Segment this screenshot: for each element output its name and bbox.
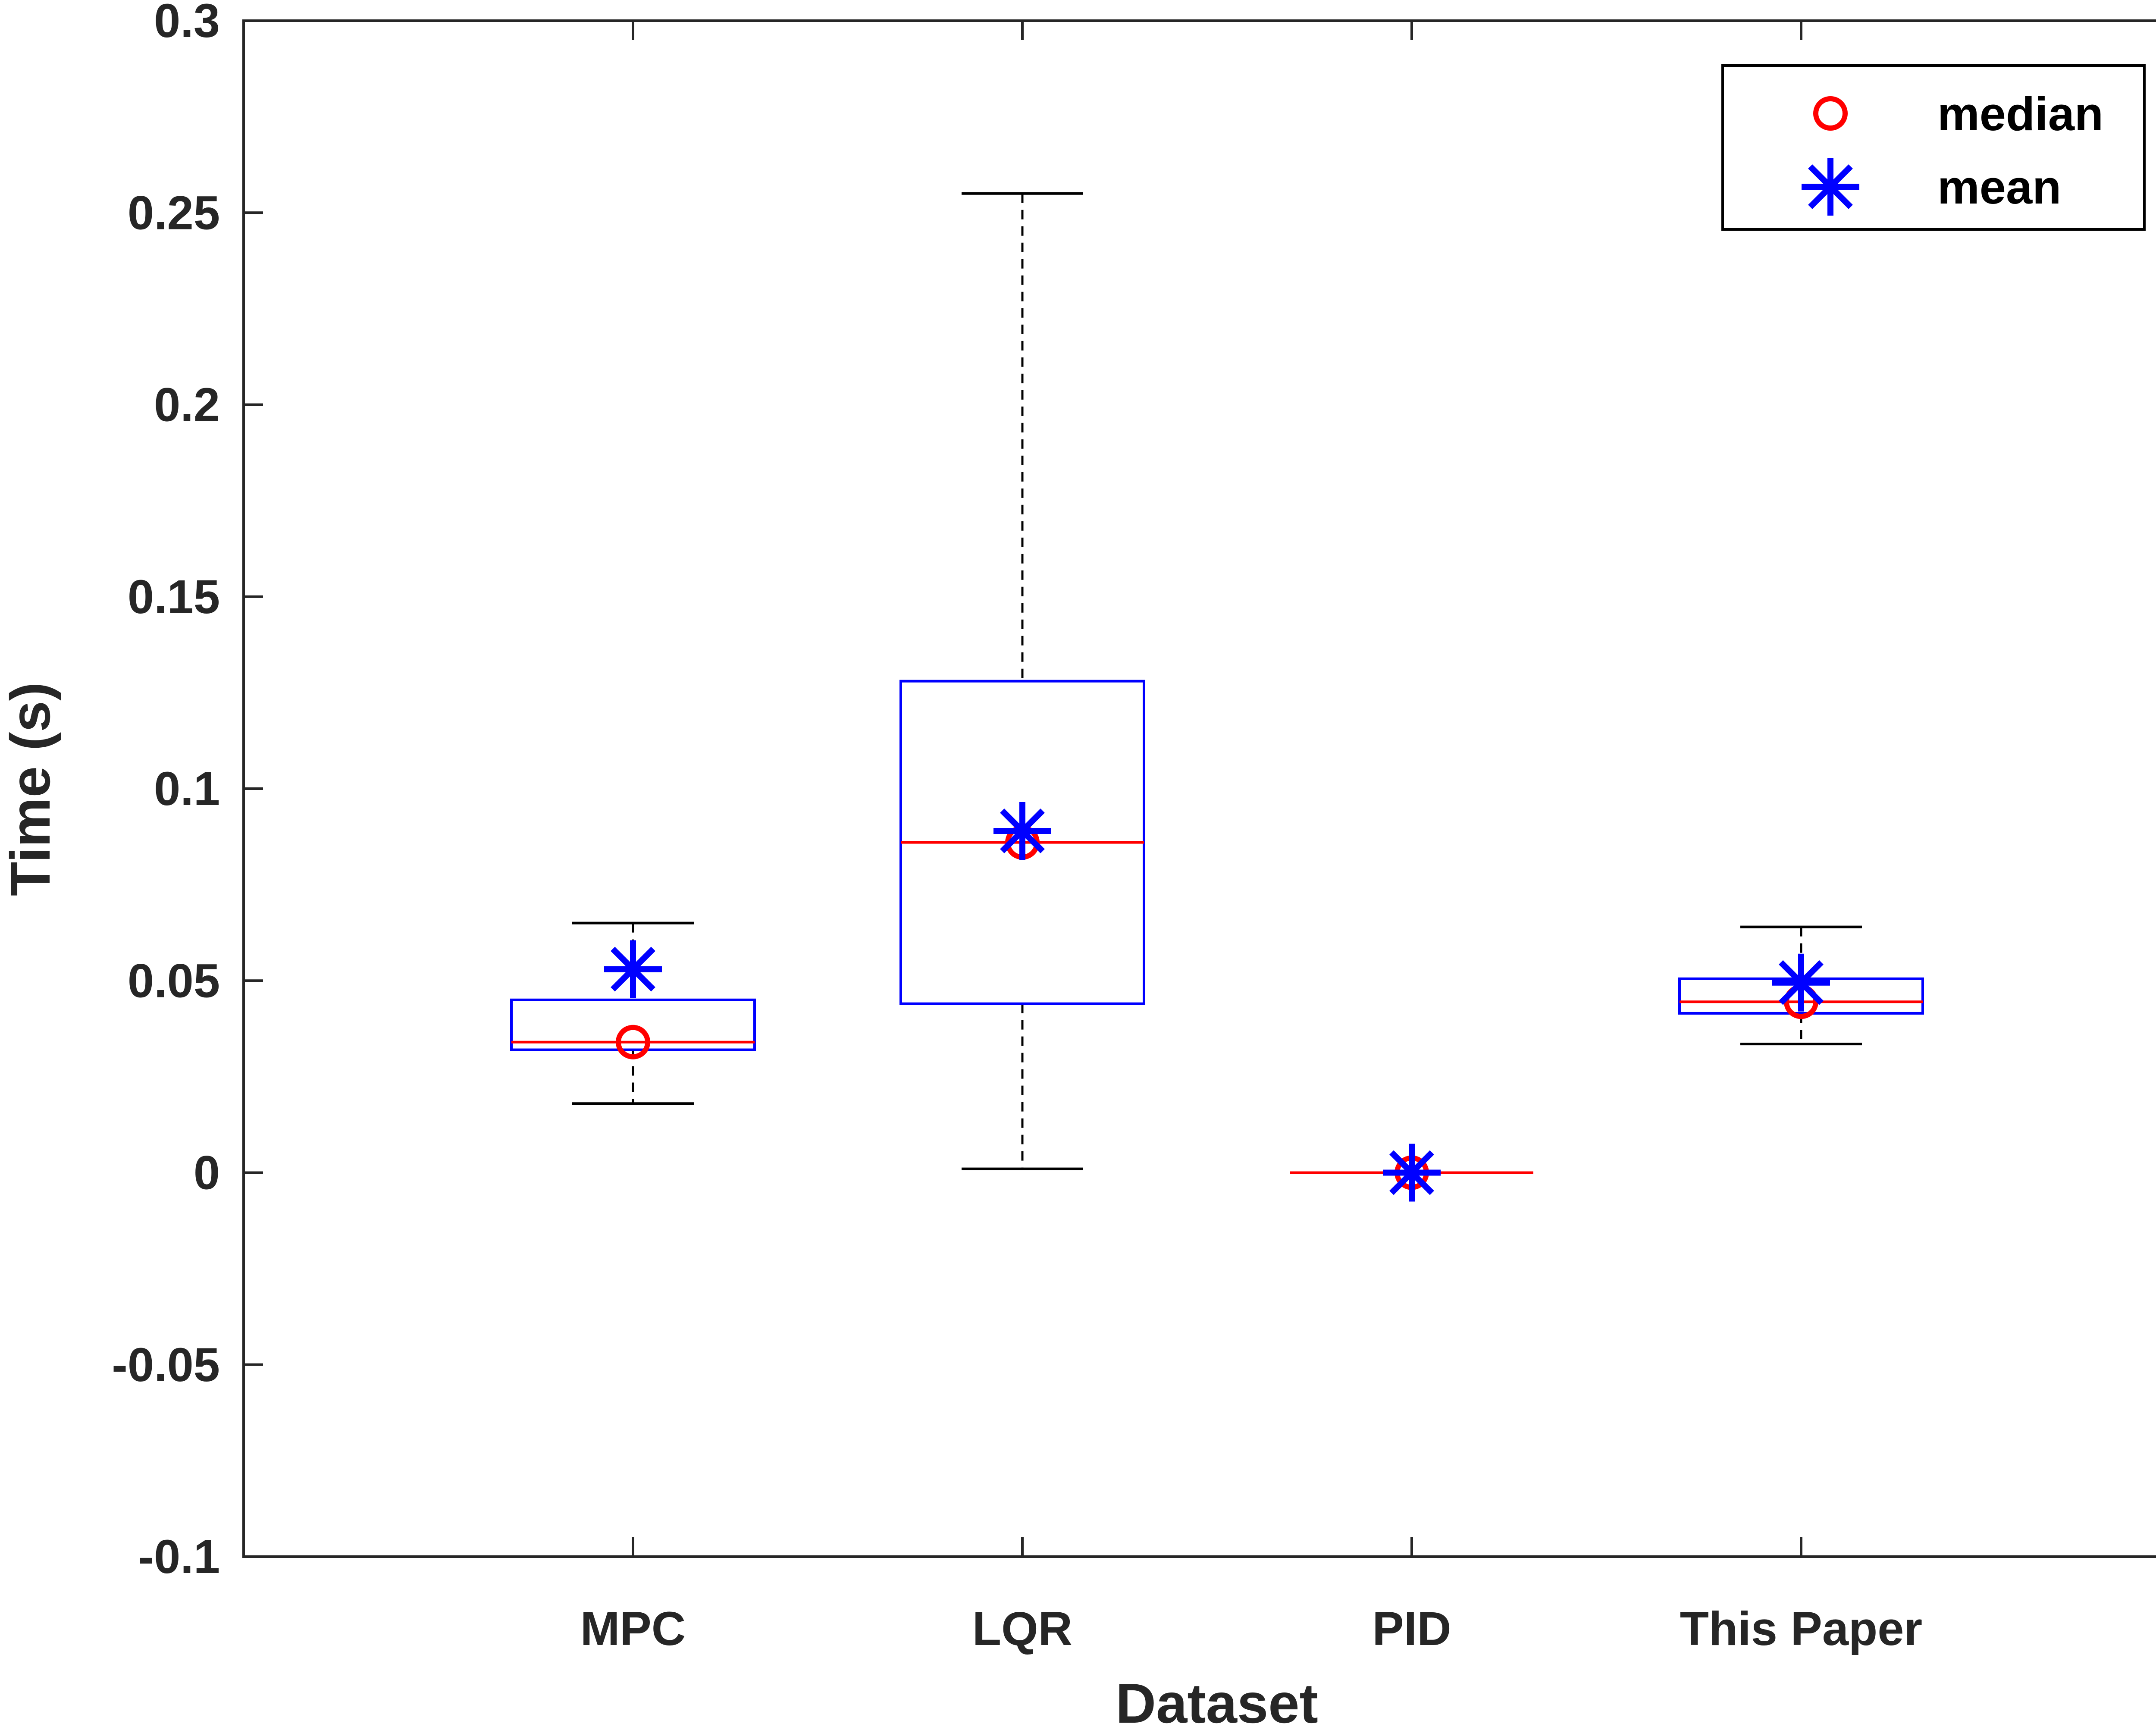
y-axis-ticks: -0.1 -0.05 0 0.05 0.1 0.15 0.2 0.25 0.3 bbox=[112, 0, 263, 1583]
x-tick-label: MPC bbox=[580, 1602, 686, 1655]
mean-marker-stroke bbox=[611, 946, 655, 992]
mean-marker bbox=[1383, 1144, 1441, 1202]
x-tick-label: LQR bbox=[972, 1602, 1072, 1655]
y-tick-label: 0.05 bbox=[128, 954, 220, 1007]
plot-frame bbox=[242, 19, 2156, 1558]
iqr-box bbox=[510, 998, 756, 1051]
mean-marker-stroke bbox=[1779, 960, 1824, 1005]
y-tick-label: -0.1 bbox=[138, 1530, 220, 1583]
plot-background bbox=[244, 21, 2156, 1557]
y-tick-label: 0 bbox=[194, 1147, 220, 1200]
box-group-pid bbox=[1290, 1144, 1533, 1202]
box-series bbox=[510, 192, 1924, 1202]
legend-median-marker bbox=[1813, 96, 1848, 131]
legend-mean-marker bbox=[1802, 158, 1859, 216]
y-tick-label: 0.3 bbox=[154, 0, 220, 47]
mean-marker bbox=[1772, 953, 1830, 1012]
x-axis-ticks: MPC LQR PID This Paper bbox=[580, 21, 1922, 1655]
y-tick-label: 0.1 bbox=[154, 762, 220, 815]
mean-marker bbox=[604, 940, 662, 998]
box-group-this-paper bbox=[1678, 925, 1924, 1046]
x-tick-label: PID bbox=[1372, 1602, 1451, 1655]
y-tick-label: 0.2 bbox=[154, 379, 220, 432]
legend: median mean bbox=[1721, 64, 2146, 231]
y-tick-label: -0.05 bbox=[112, 1338, 220, 1392]
legend-box bbox=[1721, 64, 2146, 231]
mean-marker-stroke bbox=[1389, 1150, 1434, 1195]
y-axis-title: Time (s) bbox=[0, 682, 62, 896]
x-tick-label: This Paper bbox=[1680, 1602, 1922, 1655]
box-group-mpc bbox=[510, 921, 756, 1105]
mean-marker bbox=[993, 802, 1051, 860]
legend-median-label: median bbox=[1937, 88, 2103, 141]
median-marker bbox=[616, 1025, 650, 1059]
y-tick-label: 0.15 bbox=[128, 570, 220, 624]
y-tick-label: 0.25 bbox=[128, 186, 220, 239]
mean-marker-stroke bbox=[1000, 809, 1045, 853]
x-axis-title: Dataset bbox=[1116, 1672, 1318, 1730]
legend-mean-label: mean bbox=[1937, 161, 2061, 214]
box-group-lqr bbox=[899, 192, 1145, 1170]
